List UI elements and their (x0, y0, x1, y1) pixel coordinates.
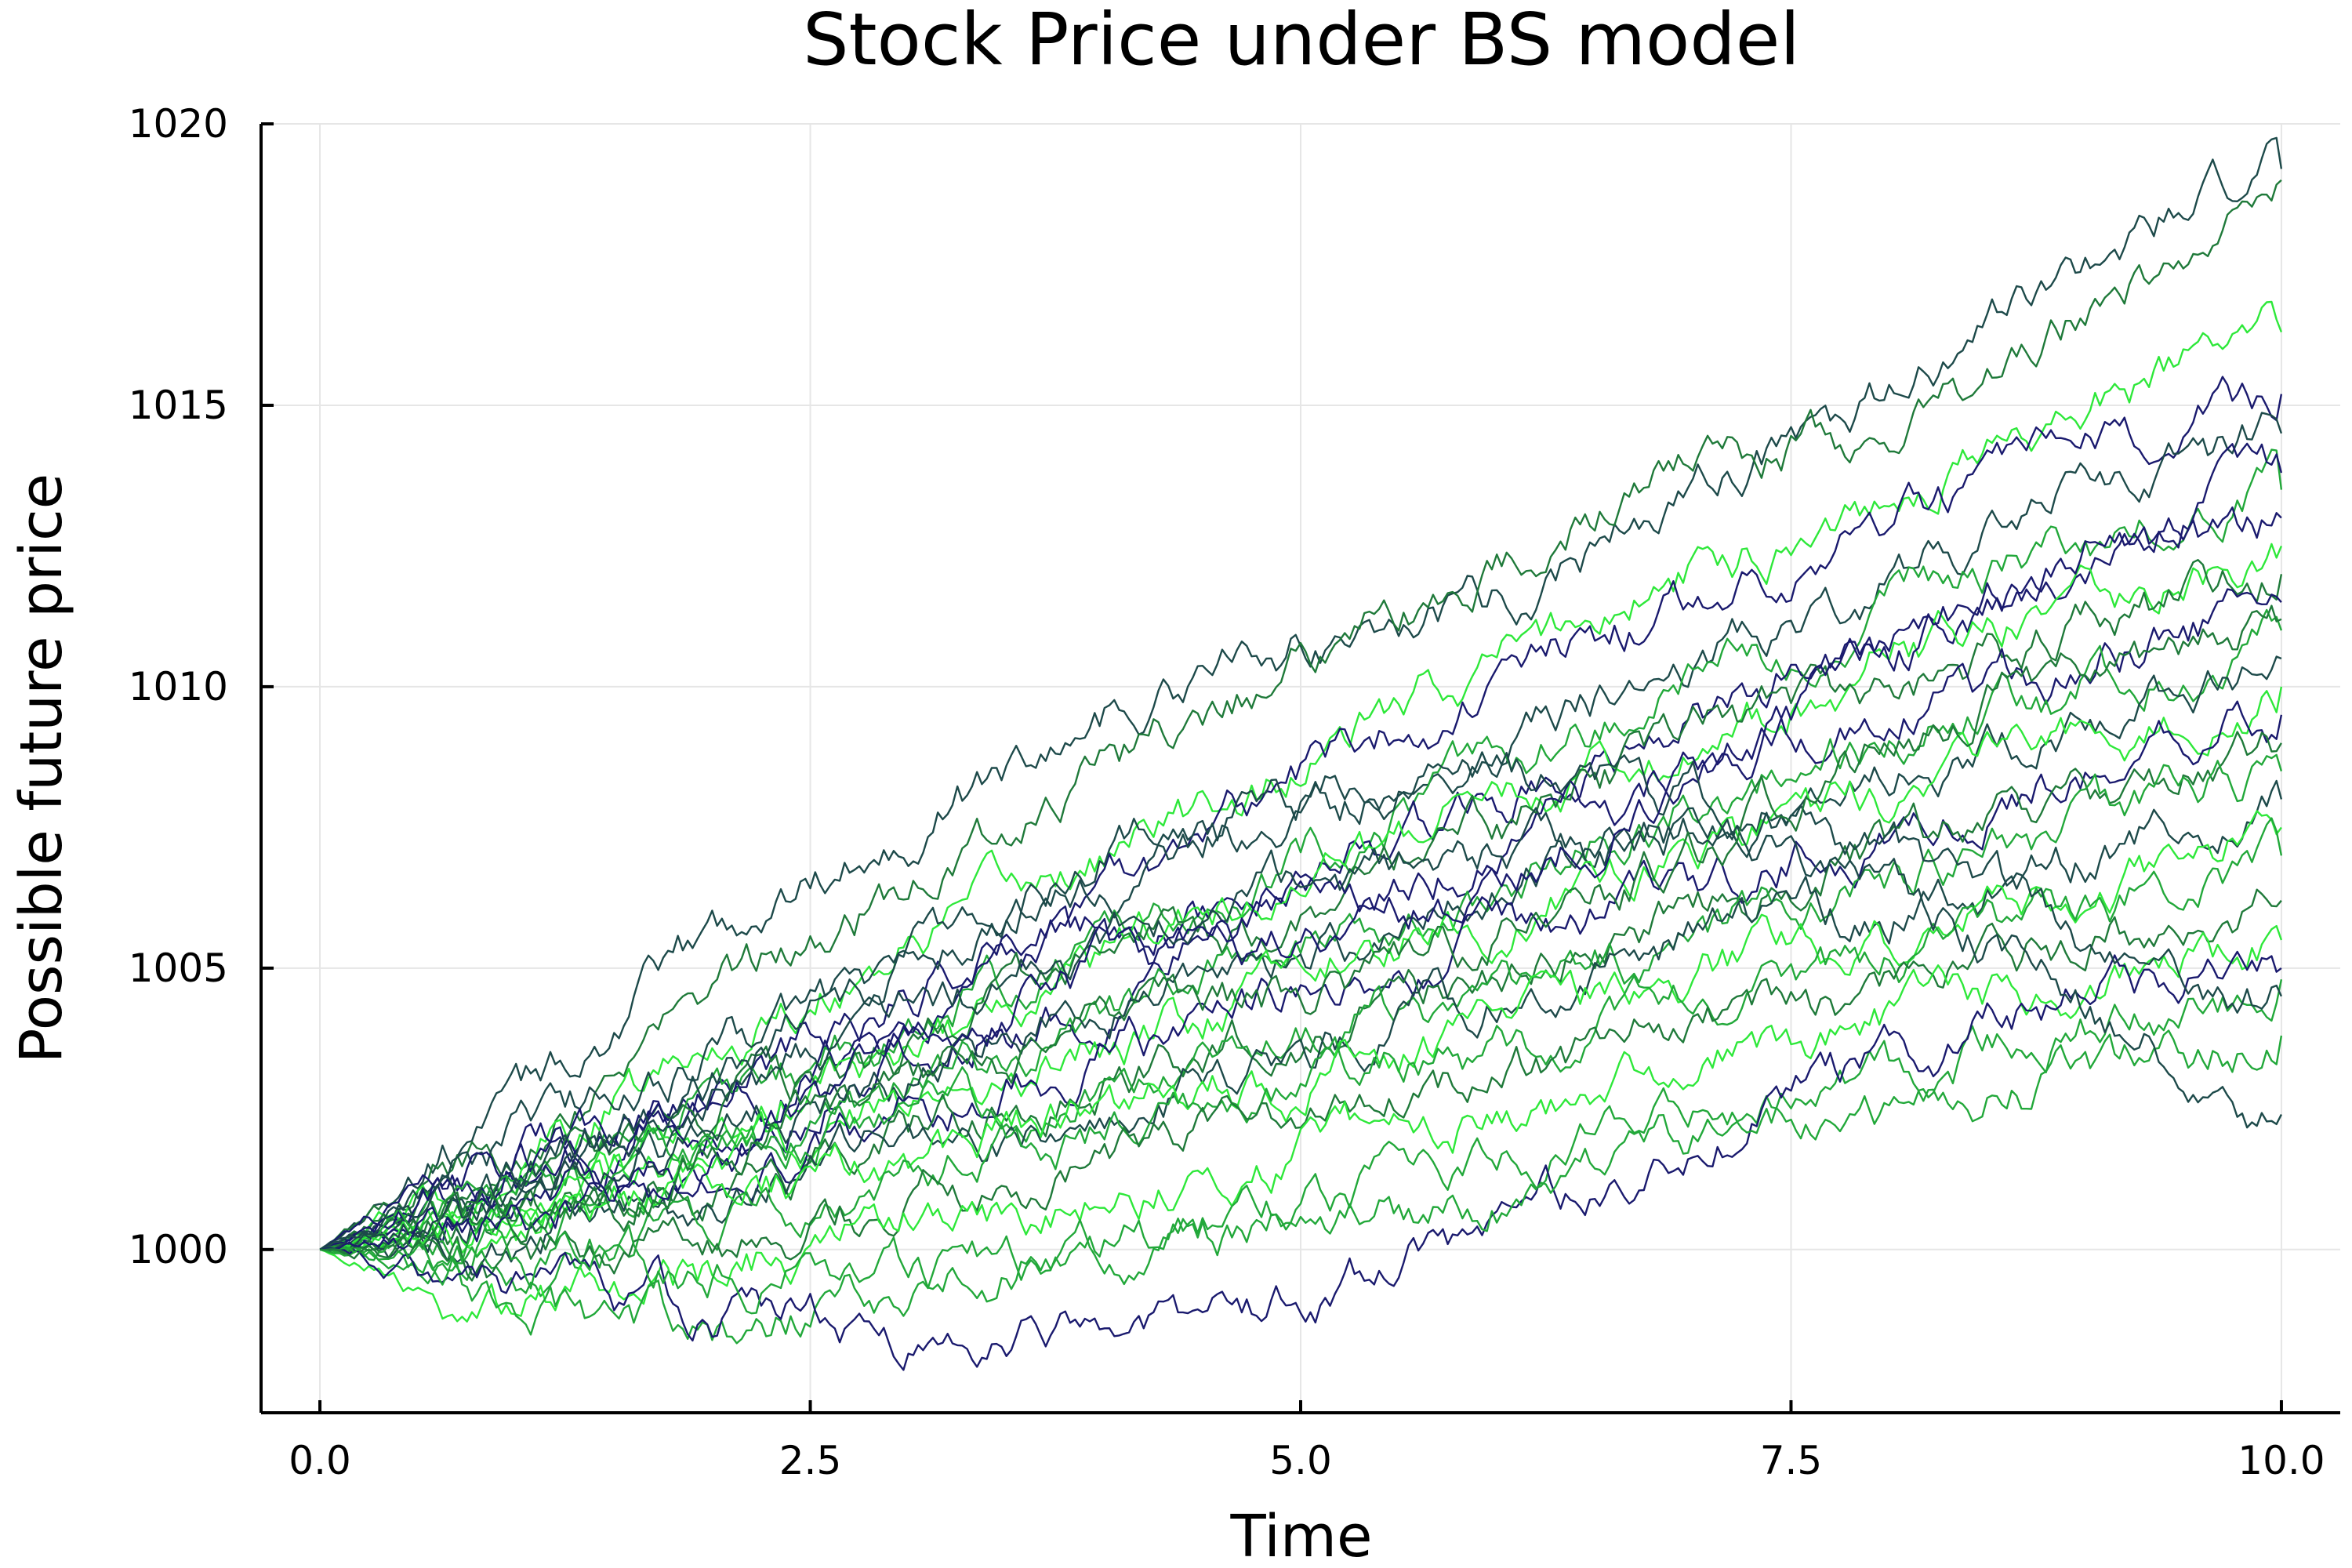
x-tick-label-4: 10.0 (2238, 1438, 2325, 1483)
grid (261, 123, 2340, 1413)
x-tick-label-0: 0.0 (289, 1438, 351, 1483)
series-line-4 (319, 412, 2283, 1250)
series-line-21 (319, 978, 2283, 1345)
series-line-23 (320, 1029, 2283, 1315)
y-tick-label-0: 1000 (129, 1227, 228, 1272)
series-line-22 (320, 950, 2282, 1371)
x-axis-label: Time (1229, 1503, 1372, 1568)
series-line-17 (319, 810, 2282, 1254)
y-tick-label-4: 1020 (129, 101, 228, 147)
series-layer (319, 136, 2283, 1371)
series-line-7 (319, 543, 2283, 1258)
x-tick-label-2: 5.0 (1269, 1438, 1332, 1483)
ticks: 0.0 2.5 5.0 7.5 10.0 1000 1005 1010 1015 1020 (129, 101, 2325, 1483)
y-axis-label: Possible future price (8, 474, 75, 1063)
series-line-26 (319, 442, 2283, 1250)
series-line-19 (320, 888, 2282, 1282)
series-line-9 (319, 588, 2282, 1250)
x-tick-label-3: 7.5 (1760, 1438, 1823, 1483)
series-line-1 (319, 179, 2282, 1250)
y-tick-label-1: 1005 (129, 946, 228, 991)
y-tick-label-2: 1010 (129, 664, 228, 710)
x-tick-label-1: 2.5 (779, 1438, 842, 1483)
series-line-12 (319, 686, 2283, 1252)
series-line-13 (319, 700, 2283, 1250)
chart-title: Stock Price under BS model (803, 0, 1800, 82)
series-line-24 (319, 807, 2282, 1250)
series-line-0 (319, 136, 2283, 1250)
y-tick-label-3: 1015 (129, 383, 228, 428)
series-line-5 (319, 448, 2283, 1250)
series-line-2 (319, 300, 2283, 1250)
series-line-27 (320, 604, 2282, 1260)
series-line-25 (319, 751, 2282, 1250)
series-line-6 (319, 506, 2282, 1250)
